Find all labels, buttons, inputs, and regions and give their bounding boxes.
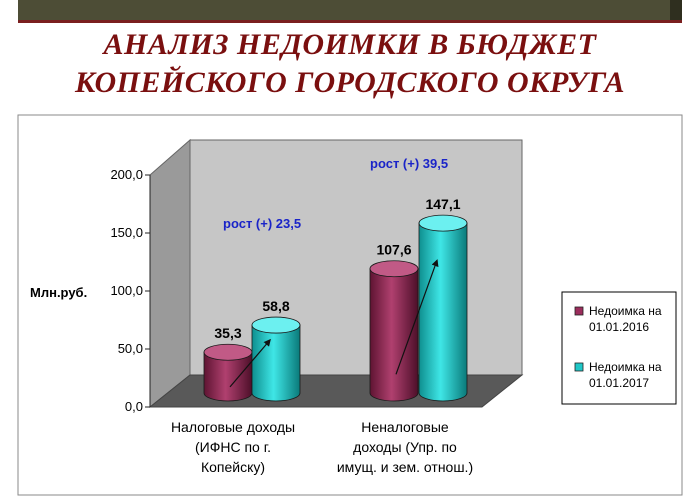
bar-value-label: 147,1 <box>425 196 460 212</box>
y-axis-label: Млн.руб. <box>30 285 87 300</box>
bar-top <box>251 316 301 334</box>
legend-swatch-series-2 <box>574 362 584 372</box>
y-tick-label: 0,0 <box>125 399 143 414</box>
category-label: доходы (Упр. по <box>353 439 457 455</box>
legend-label-series-1-line-2: 01.01.2016 <box>589 320 649 334</box>
bar-body <box>418 222 468 402</box>
legend-swatch-series-1 <box>574 306 584 316</box>
top-bar-accent <box>670 0 682 20</box>
bar-value-label: 58,8 <box>262 298 289 314</box>
bar-cylinder <box>418 214 468 402</box>
growth-arrow <box>395 259 439 375</box>
bar-top <box>369 260 419 278</box>
growth-arrow <box>229 338 271 388</box>
legend-label-series-1-line-1: Недоимка на <box>589 304 662 318</box>
bar-top <box>418 214 468 232</box>
bar-body <box>251 324 301 402</box>
growth-annotation-1: рост (+) 23,5 <box>223 216 301 231</box>
legend-label-series-2-line-1: Недоимка на <box>589 360 662 374</box>
bar-cylinder <box>369 260 419 402</box>
y-tick-label: 200,0 <box>110 167 143 182</box>
bar-cylinder <box>203 343 253 402</box>
bar-value-label: 107,6 <box>376 242 411 258</box>
category-label: (ИФНС по г. <box>195 439 271 455</box>
y-tick-label: 50,0 <box>118 341 143 356</box>
bar-body <box>203 351 253 402</box>
category-label: Копейску) <box>201 459 265 475</box>
bar-cylinder <box>251 316 301 402</box>
legend-label-series-2-line-2: 01.01.2017 <box>589 376 649 390</box>
category-label: имущ. и зем. отнош.) <box>337 459 473 475</box>
title-line-2: КОПЕЙСКОГО ГОРОДСКОГО ОКРУГА <box>75 66 625 99</box>
page-title: АНАЛИЗ НЕДОИМКИ В БЮДЖЕТ КОПЕЙСКОГО ГОРО… <box>0 26 700 102</box>
category-label: Налоговые доходы <box>171 419 295 435</box>
bar-top <box>203 343 253 361</box>
bar-body <box>369 268 419 402</box>
y-tick-label: 150,0 <box>110 225 143 240</box>
y-tick-label: 100,0 <box>110 283 143 298</box>
bar-value-label: 35,3 <box>214 325 241 341</box>
top-bar <box>18 0 682 23</box>
title-line-1: АНАЛИЗ НЕДОИМКИ В БЮДЖЕТ <box>103 28 597 61</box>
growth-annotation-2: рост (+) 39,5 <box>370 156 448 171</box>
category-label: Неналоговые <box>361 419 449 435</box>
side-wall <box>149 138 191 409</box>
